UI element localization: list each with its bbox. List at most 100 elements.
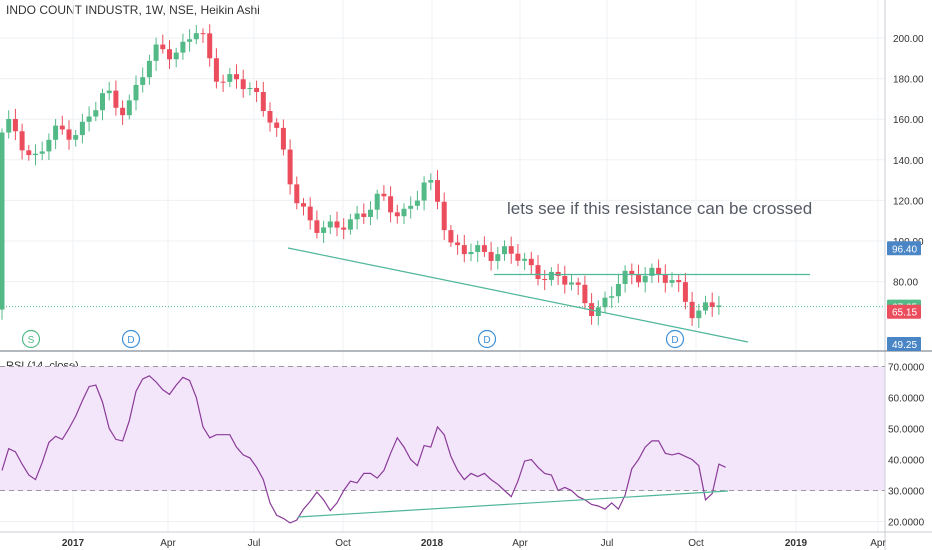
candle-body [146,60,152,78]
candle-body [548,271,554,280]
candle-body [629,270,635,275]
candle-body [207,33,213,59]
price-badge-label: 65.15 [892,308,917,319]
rsi-tick-label: 30.0000 [888,487,925,498]
candle-body [341,227,347,230]
price-badge-label: 49.25 [892,340,917,351]
candle-body [636,274,641,283]
candle-body [260,91,266,112]
candle-body [676,280,682,283]
candle-body [267,111,273,123]
candle-body [334,221,340,228]
candle-body [649,267,655,276]
candle-body [388,196,394,213]
event-marker [665,329,685,349]
candle-body [575,282,581,285]
time-tick-label: Apr [512,538,528,549]
candle-body [53,125,59,140]
rsi-tick-label: 60.0000 [888,394,925,405]
candle-body [716,305,722,308]
candle-body [0,132,5,310]
price-tick-label: 180.00 [893,75,924,86]
candle-body [106,90,112,94]
candle-body [301,203,306,207]
price-badge [887,337,921,352]
candle-body [59,125,65,130]
rsi-tick-labels: 70.0000 60.0000 50.0000 40.0000 30.0000 20.00… [888,363,925,529]
time-tick-labels: 2017 Apr Jul Oct 2018 Apr Jul Oct 2019 Apr [62,538,887,549]
candle-body [609,296,615,298]
candle-body [6,118,12,133]
candle-body [93,110,99,117]
candle-body [73,135,79,140]
candle-body [508,246,514,254]
price-tick-label: 80.00 [893,278,918,289]
candle-body [582,284,588,304]
rsi-tick-label: 20.0000 [888,518,925,529]
rsi-band [0,366,885,491]
candle-body [19,131,25,151]
candle-body [441,201,447,231]
event-marker-label: D [483,335,490,346]
candle-body [542,279,548,281]
candle-body [361,213,367,217]
candle-body [401,208,407,217]
annotation-text: lets see if this resistance can be cross… [507,199,812,218]
candle-body [515,253,521,261]
candle-body [569,282,574,285]
rsi-band-lines [0,366,885,491]
candle-body [126,100,132,116]
candle-body [448,230,454,243]
candle-body [696,310,702,319]
support-trendline [287,247,749,343]
candle-body [26,150,32,156]
candle-body [307,206,313,221]
trendlines [287,247,810,343]
candle-body [528,258,534,266]
candle-body [133,84,139,101]
candle-body [280,127,286,150]
candle-body [656,267,662,275]
candle-body [709,302,715,308]
candle-body [682,282,688,302]
rsi-tick-label: 70.0000 [888,363,925,374]
candle-body [153,44,159,61]
candle-body [39,151,45,154]
candle-body [160,44,166,50]
candle-body [435,180,440,202]
candle-body [167,49,172,60]
candle-body [234,74,239,80]
candle-body [274,122,280,128]
candle-body [327,221,333,228]
candle-body [602,297,608,308]
candles [0,24,722,328]
candle-body [173,52,179,60]
event-marker-label: D [127,335,134,346]
candle-body [495,254,501,261]
price-badge-label: 96.40 [892,244,917,255]
event-marker [121,329,141,349]
time-tick-label: Oct [335,538,351,549]
candle-body [615,283,621,297]
price-tick-label: 160.00 [893,115,924,126]
candle-body [347,219,353,230]
candle-body [428,180,434,183]
candle-body [662,274,668,283]
candle-body [421,182,427,201]
candle-body [113,90,119,108]
candle-body [254,87,260,92]
candle-body [622,270,628,284]
candle-body [414,200,420,206]
candle-body [314,220,320,233]
candle-body [193,33,199,40]
event-marker-label: S [28,335,35,346]
candle-body [287,149,293,185]
event-marker [477,329,497,349]
candle-body [502,246,507,255]
candle-body [227,74,233,82]
price-badge [887,241,921,256]
